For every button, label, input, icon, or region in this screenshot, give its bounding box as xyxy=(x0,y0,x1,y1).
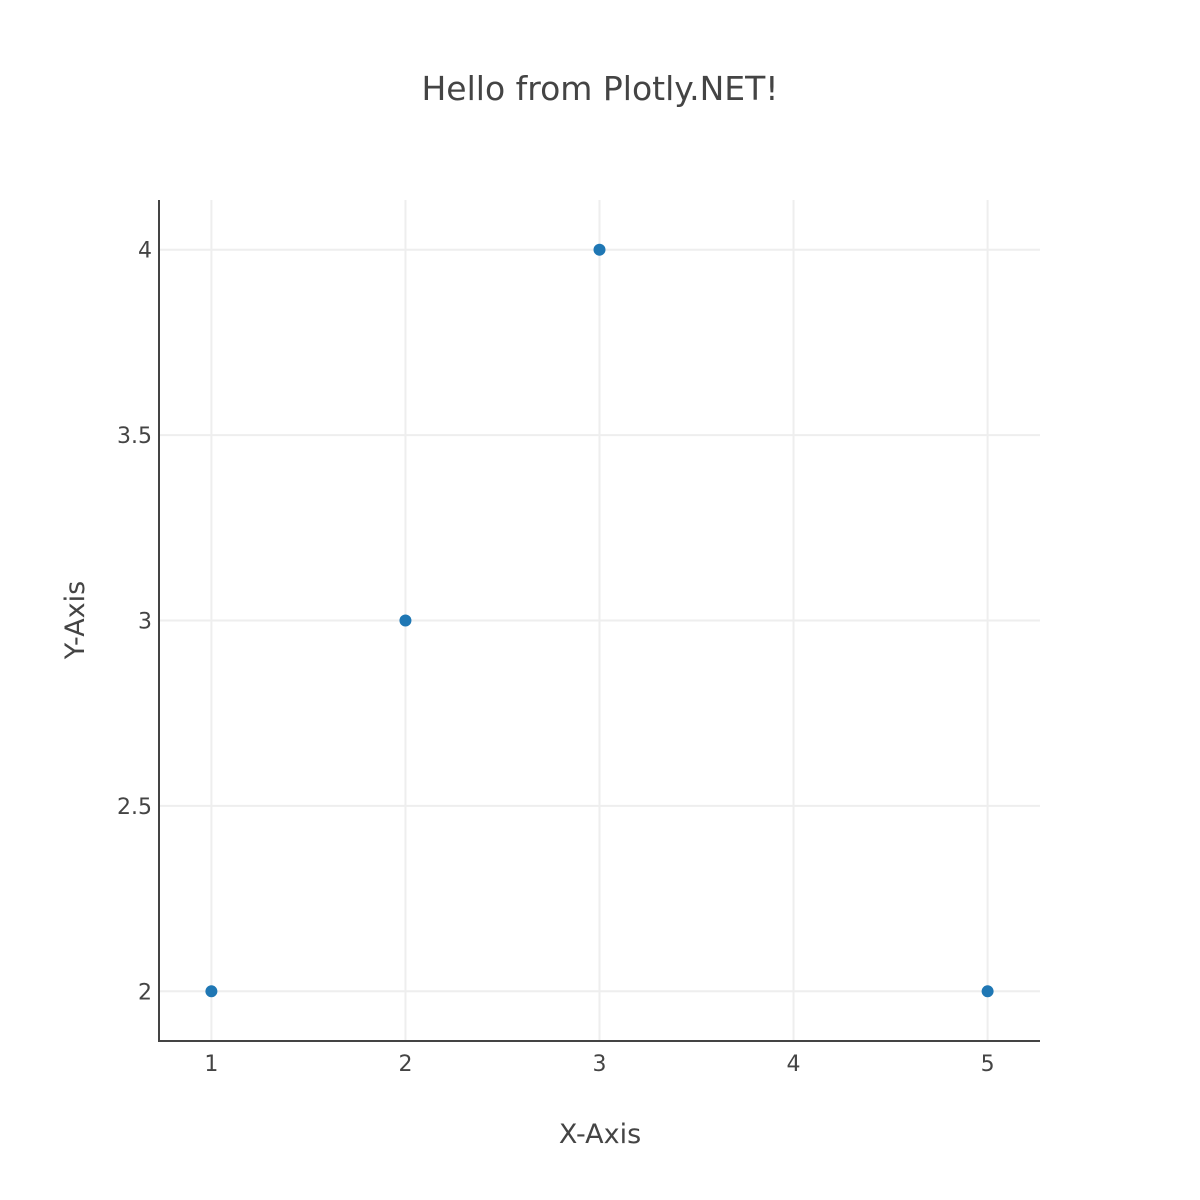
y-tick-label: 2.5 xyxy=(117,795,152,820)
x-tick-label: 2 xyxy=(398,1052,412,1077)
data-points xyxy=(205,243,994,998)
y-tick-label: 3 xyxy=(138,610,152,635)
x-tick-label: 5 xyxy=(981,1052,995,1077)
y-tick-label: 4 xyxy=(138,239,152,264)
data-point[interactable] xyxy=(205,985,218,998)
data-point[interactable] xyxy=(593,243,606,256)
y-tick-labels: 2 2.5 3 3.5 4 xyxy=(117,239,152,1006)
y-axis-title: Y-Axis xyxy=(60,581,91,660)
data-point[interactable] xyxy=(399,614,412,627)
data-point[interactable] xyxy=(981,985,994,998)
x-tick-label: 3 xyxy=(593,1052,607,1077)
y-tick-label: 2 xyxy=(138,980,152,1005)
x-tick-labels: 1 2 3 4 5 xyxy=(204,1052,994,1077)
x-tick-label: 1 xyxy=(204,1052,218,1077)
y-tick-label: 3.5 xyxy=(117,424,152,449)
chart-title: Hello from Plotly.NET! xyxy=(421,69,778,108)
axes xyxy=(158,200,1040,1042)
x-axis-title: X-Axis xyxy=(559,1119,641,1150)
x-tick-label: 4 xyxy=(787,1052,801,1077)
